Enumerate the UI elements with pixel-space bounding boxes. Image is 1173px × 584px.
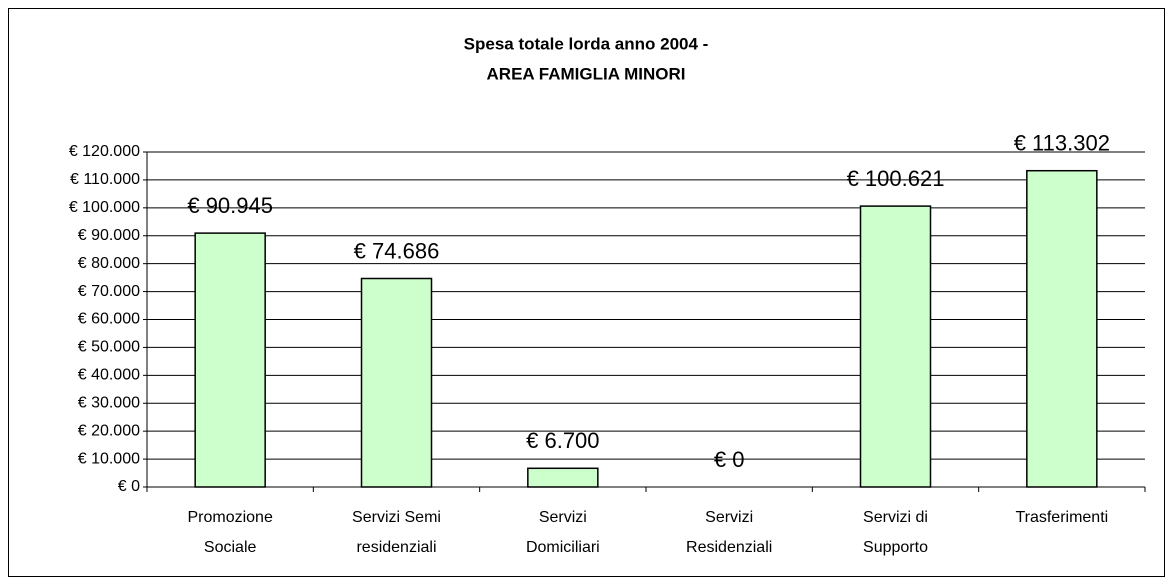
- chart-title: Spesa totale lorda anno 2004 -: [464, 34, 709, 53]
- y-tick-label: € 80.000: [78, 255, 140, 272]
- value-label: € 0: [714, 447, 745, 472]
- y-tick-label: € 90.000: [78, 227, 140, 244]
- y-tick-label: € 70.000: [78, 283, 140, 300]
- x-tick-label: Sociale: [204, 539, 257, 556]
- y-tick-label: € 120.000: [69, 143, 140, 160]
- bar: [1026, 169, 1098, 488]
- y-tick-label: € 10.000: [78, 450, 140, 467]
- y-tick-label: € 40.000: [78, 367, 140, 384]
- value-label: € 113.302: [1014, 131, 1110, 156]
- bar: [859, 205, 932, 488]
- value-label: € 6.700: [526, 428, 599, 453]
- chart-border: [8, 8, 1165, 577]
- value-label: € 100.621: [847, 166, 945, 191]
- chart-title: AREA FAMIGLIA MINORI: [487, 64, 686, 83]
- y-tick-label: € 50.000: [78, 339, 140, 356]
- bar: [527, 467, 599, 488]
- x-tick-label: Supporto: [863, 539, 928, 556]
- x-tick-label: Servizi: [705, 509, 753, 526]
- x-tick-label: Servizi Semi: [352, 509, 441, 526]
- x-tick-label: Domiciliari: [526, 539, 600, 556]
- x-tick-label: Servizi di: [863, 509, 928, 526]
- x-tick-label: residenziali: [356, 539, 436, 556]
- y-tick-label: € 100.000: [69, 199, 140, 216]
- x-tick-label: Promozione: [187, 509, 272, 526]
- y-tick-label: € 60.000: [78, 311, 140, 328]
- x-tick-label: Trasferimenti: [1015, 509, 1108, 526]
- y-tick-label: € 30.000: [78, 394, 140, 411]
- value-label: € 90.945: [187, 193, 273, 218]
- y-tick-label: € 0: [118, 478, 140, 495]
- bar: [194, 232, 266, 488]
- value-label: € 74.686: [354, 238, 440, 263]
- y-tick-label: € 110.000: [70, 171, 140, 188]
- bar: [360, 277, 433, 488]
- x-tick-label: Residenziali: [686, 539, 772, 556]
- x-tick-label: Servizi: [539, 509, 587, 526]
- y-tick-label: € 20.000: [78, 422, 140, 439]
